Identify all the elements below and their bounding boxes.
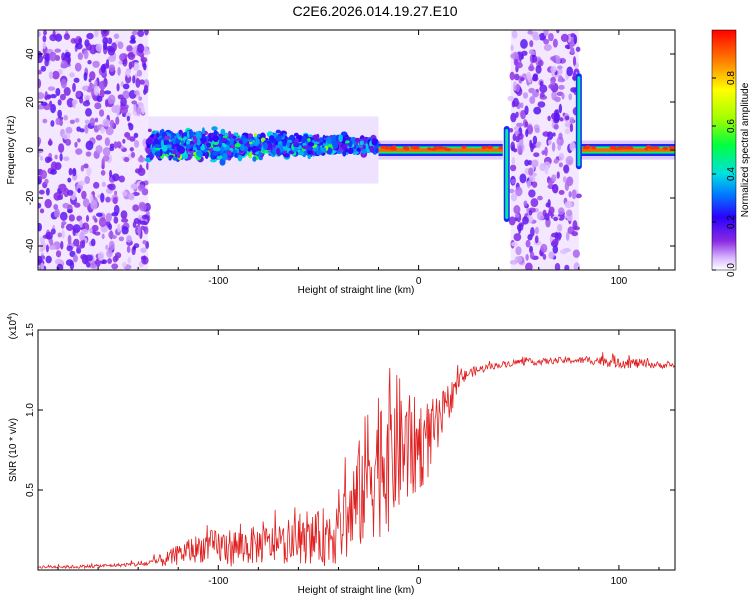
heatmap-region — [507, 30, 582, 270]
x-tick-label: 100 — [611, 276, 628, 287]
snr-ylabel: SNR (10 * v/v) — [8, 418, 19, 482]
colorbar-ticks: 0.0 0.2 0.4 0.6 0.8 — [712, 71, 737, 277]
snr-xlabel: Height of straight line (km) — [298, 585, 415, 596]
spectrogram-heatmap — [38, 30, 675, 270]
heatmap-region — [144, 116, 381, 184]
snr-scale-label: (x104) — [7, 313, 19, 340]
snr-axes: -100 0 100 0.5 1.0 1.5 — [25, 323, 675, 587]
colorbar-tick-label: 0.4 — [726, 167, 737, 181]
y-tick-label: 40 — [25, 48, 36, 60]
spectrogram-panel: -100 0 100 -40 -20 0 20 40 Height of straight l… — [6, 29, 676, 296]
snr-series-line — [38, 352, 675, 570]
colorbar: 0.0 0.2 0.4 0.6 0.8 Normalized spectral ampl… — [711, 29, 750, 277]
snr-scale-exponent: 4 — [7, 316, 14, 320]
colorbar-tick-label: 0.8 — [726, 71, 737, 85]
snr-panel: -100 0 100 0.5 1.0 1.5 Height of straight lin… — [7, 313, 676, 596]
x-tick-label: 100 — [611, 576, 628, 587]
colorbar-label: Normalized spectral amplitude — [740, 82, 750, 217]
colorbar-gradient — [711, 29, 737, 271]
heatmap-region — [38, 30, 151, 270]
x-tick-label: -100 — [208, 276, 228, 287]
heatmap-spike — [575, 73, 582, 170]
figure-title: C2E6.2026.014.19.27.E10 — [292, 3, 457, 19]
x-tick-label: -100 — [208, 576, 228, 587]
spectrogram-axes: -100 0 100 -40 -20 0 20 40 — [25, 30, 675, 287]
y-tick-label: 0.5 — [25, 483, 36, 497]
colorbar-tick-label: 0.0 — [726, 263, 737, 277]
y-tick-label: -40 — [25, 238, 36, 253]
snr-scale-base: (x10 — [8, 319, 19, 339]
heatmap-region — [578, 140, 675, 160]
y-tick-label: 20 — [25, 96, 36, 108]
heatmap-region — [378, 140, 503, 160]
heatmap-spike — [503, 126, 510, 222]
spectrogram-ylabel: Frequency (Hz) — [6, 116, 17, 185]
y-tick-label: 1.5 — [25, 323, 36, 337]
colorbar-tick-label: 0.2 — [726, 215, 737, 229]
x-tick-label: 0 — [416, 276, 422, 287]
spectrogram-xlabel: Height of straight line (km) — [298, 285, 415, 296]
colorbar-tick-label: 0.6 — [726, 119, 737, 133]
x-tick-label: 0 — [416, 576, 422, 587]
snr-frame — [37, 329, 676, 571]
y-tick-label: 1.0 — [25, 403, 36, 417]
y-tick-label: 0 — [25, 147, 36, 153]
y-tick-label: -20 — [25, 190, 36, 205]
